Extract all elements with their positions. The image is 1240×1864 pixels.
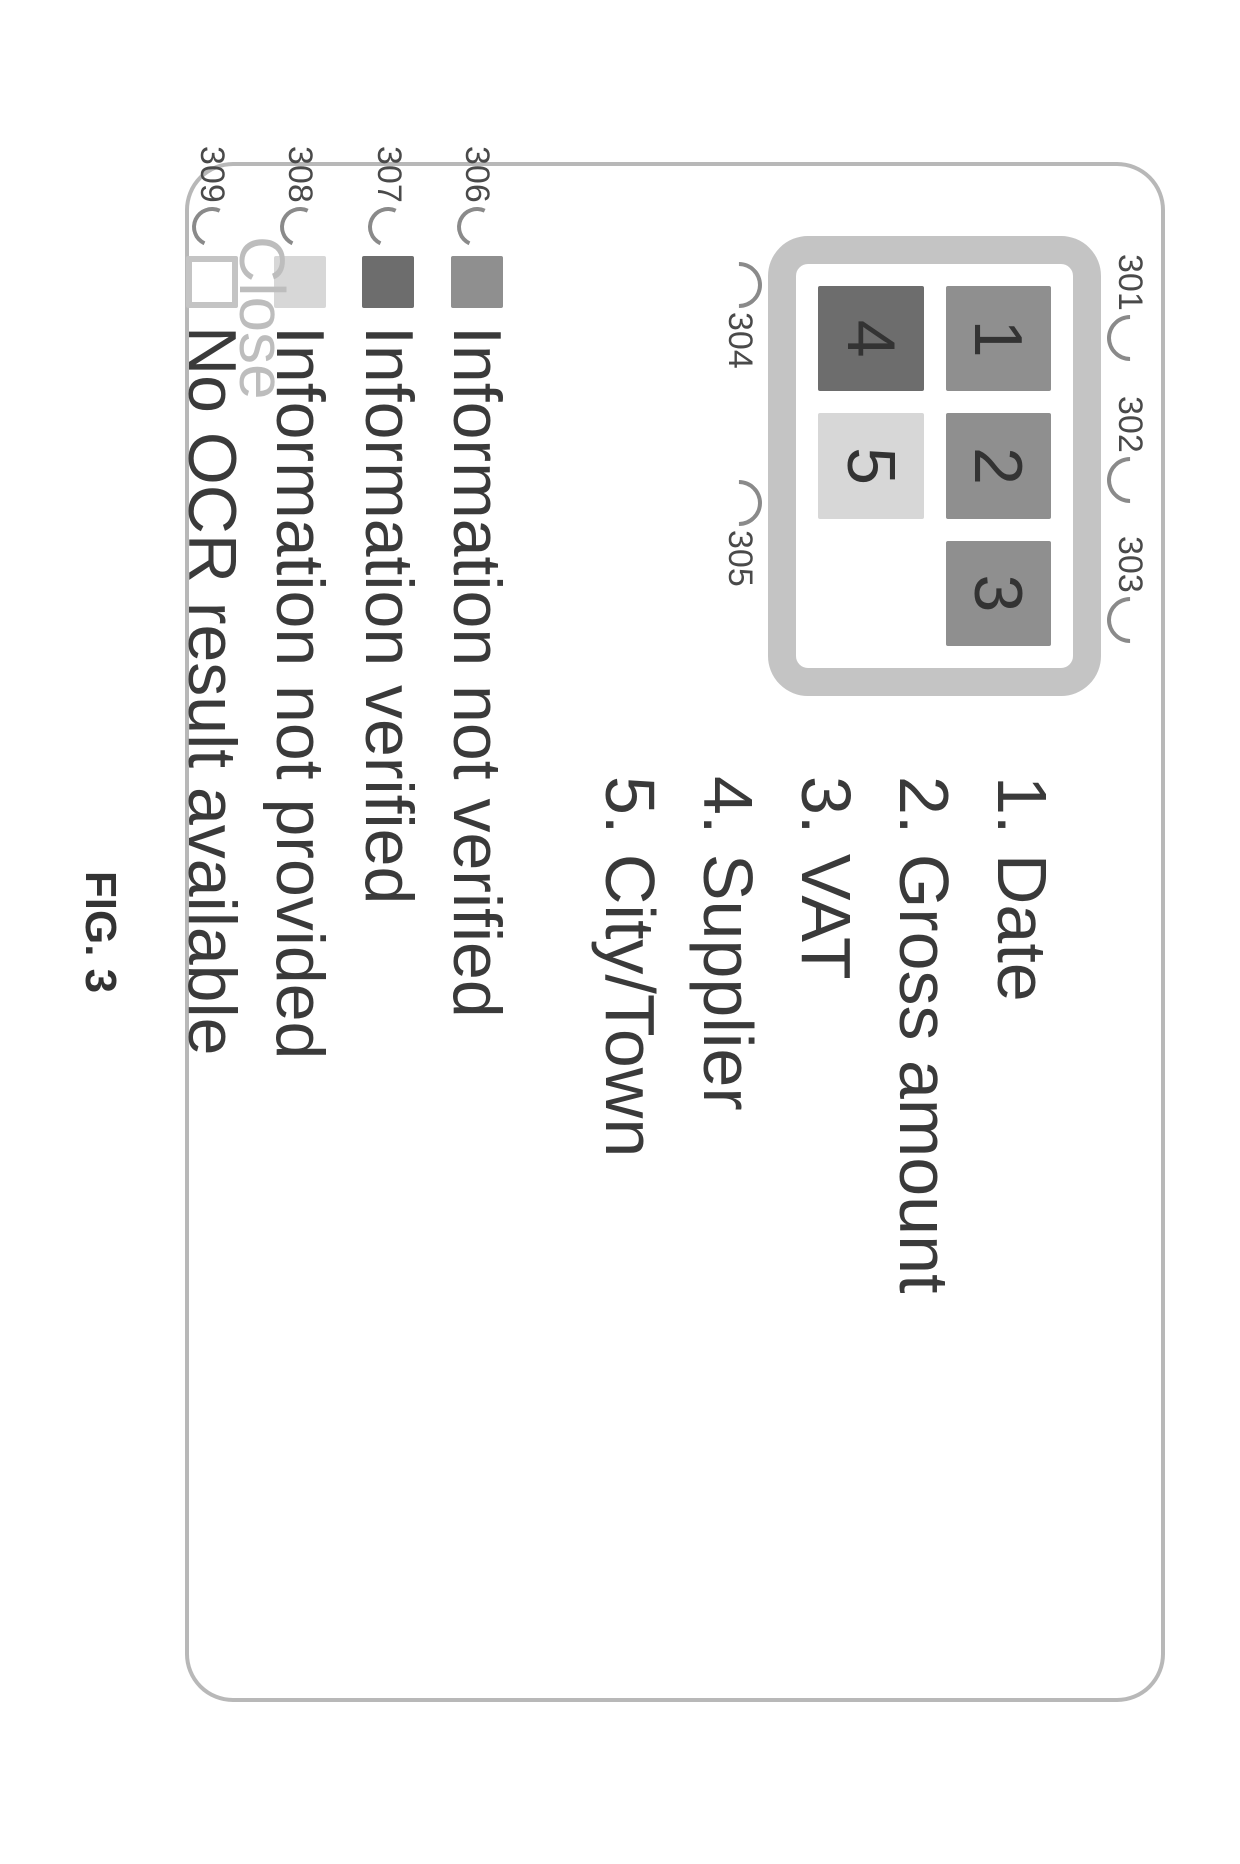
- legend: 306 Information not verified 307 Informa…: [167, 256, 521, 1628]
- legend-ref-307: 307: [366, 146, 410, 247]
- legend-row-verified: 307 Information verified: [344, 256, 432, 1628]
- legend-label: Information verified: [344, 326, 432, 904]
- legend-ref-306: 306: [455, 146, 499, 247]
- field-list: 1. Date 2. Gross amount 3. VAT 4. Suppli…: [581, 776, 1101, 1293]
- tile-5[interactable]: 5: [818, 413, 923, 518]
- close-button[interactable]: Close: [225, 236, 299, 400]
- figure-caption: FIG. 3: [75, 82, 125, 1782]
- legend-label: No OCR result available: [167, 326, 255, 1055]
- legend-label: Information not provided: [256, 326, 344, 1059]
- legend-row-no-ocr: 309 No OCR result available: [167, 256, 255, 1628]
- callout-301: 301: [1107, 254, 1153, 365]
- field-item-1: 1. Date: [973, 776, 1071, 1293]
- legend-label: Information not verified: [433, 326, 521, 1018]
- legend-ref-309: 309: [190, 146, 234, 247]
- tile-grid: 1 2 3 4 5: [768, 236, 1101, 696]
- field-item-4: 4. Supplier: [679, 776, 777, 1293]
- tile-2[interactable]: 2: [946, 413, 1051, 518]
- swatch-verified: [362, 256, 414, 308]
- field-item-2: 2. Gross amount: [875, 776, 973, 1293]
- legend-row-not-verified: 306 Information not verified: [433, 256, 521, 1628]
- callout-305: 305: [716, 476, 762, 587]
- swatch-not-verified: [451, 256, 503, 308]
- tile-6-empty: [818, 541, 923, 646]
- top-row: 301 302 303 1 2 3 4 5 304 305 1. Date 2.…: [581, 236, 1101, 1628]
- status-panel: 301 302 303 1 2 3 4 5 304 305 1. Date 2.…: [185, 162, 1165, 1702]
- legend-row-not-provided: 308 Information not provided: [256, 256, 344, 1628]
- tile-4[interactable]: 4: [818, 286, 923, 391]
- legend-ref-308: 308: [278, 146, 322, 247]
- field-item-5: 5. City/Town: [581, 776, 679, 1293]
- callout-303: 303: [1107, 536, 1153, 647]
- tile-grid-wrap: 301 302 303 1 2 3 4 5 304 305: [768, 236, 1101, 696]
- tile-3[interactable]: 3: [946, 541, 1051, 646]
- callout-304: 304: [716, 258, 762, 369]
- field-item-3: 3. VAT: [777, 776, 875, 1293]
- callout-302: 302: [1107, 396, 1153, 507]
- tile-1[interactable]: 1: [946, 286, 1051, 391]
